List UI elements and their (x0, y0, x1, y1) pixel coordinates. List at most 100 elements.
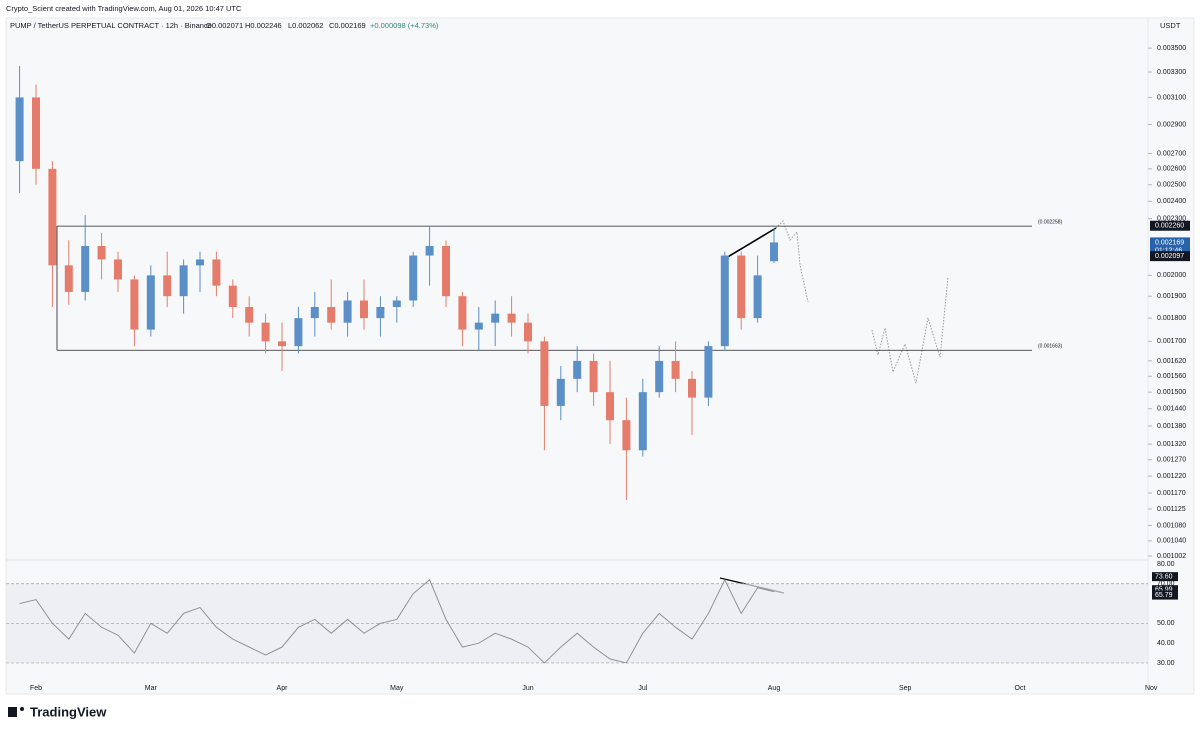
y-tick-label: 0.001500 (1157, 389, 1186, 396)
candle-body (753, 275, 762, 319)
candle-body (458, 296, 467, 330)
candle-body (573, 360, 582, 379)
candle-body (737, 255, 746, 319)
candle-body (704, 346, 713, 398)
value-box (1152, 590, 1178, 600)
candle-body (770, 242, 778, 262)
y-tick-label: 0.003500 (1157, 45, 1186, 52)
candle-body (524, 322, 532, 342)
y-tick-label: 40.00 (1157, 640, 1175, 647)
y-tick-label: 0.001080 (1157, 522, 1186, 529)
brand-name: TradingView (30, 704, 107, 719)
candle-body (442, 245, 450, 297)
price-label-box (1150, 220, 1190, 231)
brand-logo: TradingView (8, 704, 107, 719)
y-tick-label: 0.001900 (1157, 293, 1186, 300)
ohlc-close: C0.002169 (329, 21, 366, 30)
candle-body (671, 360, 680, 379)
candle-body (261, 322, 270, 342)
candle-body (146, 275, 155, 330)
candle-body (474, 322, 483, 330)
candle-body (425, 245, 434, 256)
currency: USDT (1160, 21, 1181, 30)
range-level-label: (0.002258) (1038, 219, 1063, 225)
y-tick-label: 0.001560 (1157, 373, 1186, 380)
y-tick-label: 0.001620 (1157, 358, 1186, 365)
candle-body (392, 300, 401, 308)
logo-mark (8, 707, 17, 717)
y-tick-label: 0.001380 (1157, 423, 1186, 430)
candle-body (376, 307, 385, 319)
candle-body (606, 392, 614, 421)
candle-body (228, 285, 237, 308)
x-tick-label: Oct (1015, 685, 1026, 692)
y-tick-label: 50.00 (1157, 620, 1175, 627)
candle-body (556, 378, 565, 406)
price-label: 0.002169 (1155, 239, 1184, 246)
value-box-label: 65.99 (1155, 587, 1173, 594)
y-tick-label: 30.00 (1157, 660, 1175, 667)
y-tick-label: 0.001170 (1157, 490, 1186, 497)
y-tick-label: 0.001002 (1157, 553, 1186, 560)
candle-body (81, 245, 90, 292)
y-tick-label: 0.002900 (1157, 121, 1186, 128)
value-box-label: 73.60 (1155, 573, 1173, 580)
price-label: 0.002097 (1155, 253, 1184, 260)
candle-body (64, 265, 73, 292)
x-tick-label: Nov (1145, 685, 1158, 692)
candle-body (97, 245, 106, 260)
y-tick-label: 0.002500 (1157, 182, 1186, 189)
range-level-label: (0.001663) (1038, 344, 1063, 350)
y-tick-label: 0.001440 (1157, 406, 1186, 413)
price-label: 0.002260 (1155, 223, 1184, 230)
plot-frame (5, 17, 1195, 695)
y-tick-label: 0.003300 (1157, 69, 1186, 76)
y-tick-label: 0.002300 (1157, 215, 1186, 222)
y-tick-label: 0.001270 (1157, 457, 1186, 464)
candle-body (409, 255, 418, 301)
ohlc-high: H0.002246 (245, 21, 282, 30)
author-line: Crypto_Scient created with TradingView.c… (6, 4, 242, 13)
candle-body (655, 360, 664, 393)
x-tick-label: Jul (638, 685, 647, 692)
countdown: 01:12:46 (1155, 247, 1182, 254)
ohlc-open: O0.002071 (206, 21, 243, 30)
y-tick-label: 0.001320 (1157, 441, 1186, 448)
y-tick-label: 0.001125 (1157, 506, 1186, 513)
candle-body (343, 300, 352, 323)
value-box (1152, 585, 1178, 595)
candle-body (114, 259, 122, 280)
y-tick-label: 0.002000 (1157, 272, 1186, 279)
y-tick-label: 0.002600 (1157, 166, 1186, 173)
logo-dot (20, 707, 24, 711)
candle-body (622, 420, 631, 451)
candle-body (163, 275, 172, 297)
symbol: PUMP / TetherUS PERPETUAL CONTRACT · 12h… (10, 21, 212, 30)
y-tick-label: 0.002700 (1157, 150, 1186, 157)
candle-body (196, 259, 204, 266)
y-tick-label: 0.001220 (1157, 473, 1186, 480)
candle-body (638, 392, 647, 451)
y-tick-label: 70.00 (1157, 581, 1175, 588)
rsi-line (19, 578, 775, 664)
ohlc-change: +0.000098 (+4.73%) (370, 21, 439, 30)
candle-body (507, 313, 516, 323)
y-tick-label: 80.00 (1157, 561, 1175, 568)
price-label-box (1150, 237, 1190, 256)
x-tick-label: Sep (899, 685, 912, 692)
value-box (1152, 572, 1178, 582)
candle-body (327, 307, 336, 323)
x-tick-label: Feb (30, 685, 42, 692)
y-tick-label: 0.002400 (1157, 198, 1186, 205)
ohlc-low: L0.002062 (288, 21, 323, 30)
candle-body (540, 341, 549, 406)
x-tick-label: Mar (145, 685, 158, 692)
candle-body (310, 307, 319, 319)
candle-body (212, 259, 221, 286)
y-tick-label: 0.001700 (1157, 338, 1186, 345)
x-tick-label: Jun (522, 685, 533, 692)
candle-body (360, 300, 368, 319)
